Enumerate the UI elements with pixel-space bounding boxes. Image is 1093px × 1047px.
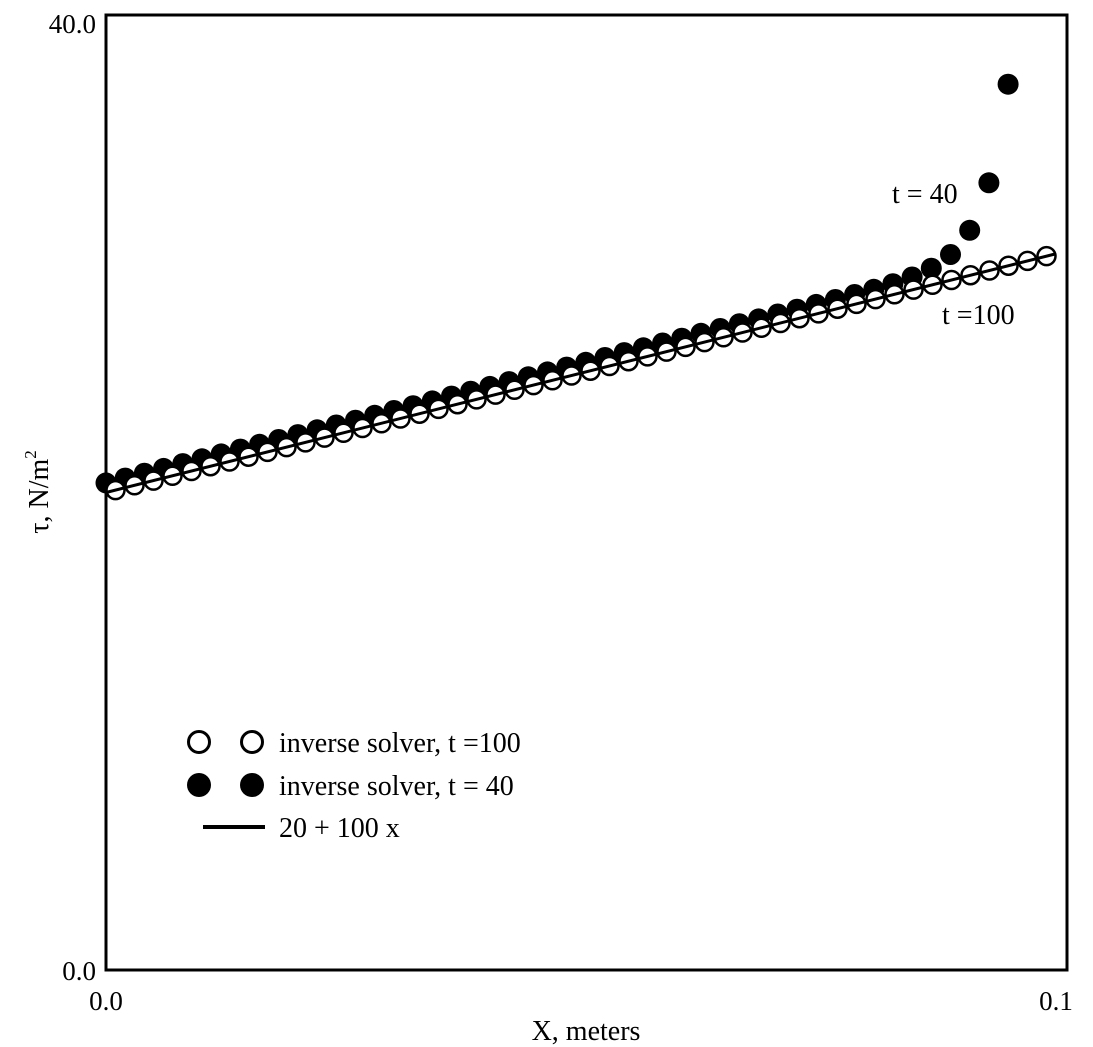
- y-axis-label-main: τ, N/m: [24, 459, 55, 534]
- annotation-t-40: t = 40: [892, 179, 958, 210]
- filled-point: [959, 219, 981, 241]
- legend: inverse solver, t =100 inverse solver, t…: [187, 728, 521, 844]
- legend-open-marker-1: [187, 730, 211, 754]
- data-marks: [95, 73, 1057, 501]
- legend-entry-filled: inverse solver, t = 40: [279, 771, 514, 802]
- y-axis-label: τ, N/m2: [21, 450, 55, 534]
- legend-entry-line: 20 + 100 x: [279, 813, 400, 844]
- x-tick-label-min: 0.0: [89, 986, 123, 1016]
- y-tick-label-max: 40.0: [49, 9, 96, 39]
- legend-entry-open: inverse solver, t =100: [279, 728, 521, 759]
- filled-point: [978, 172, 1000, 194]
- svg-text:τ, N/m2: τ, N/m2: [21, 450, 55, 534]
- annotation-t-100: t =100: [942, 300, 1015, 331]
- y-tick-label-min: 0.0: [62, 956, 96, 986]
- x-tick-label-max: 0.1: [1039, 986, 1073, 1016]
- x-axis-label: X, meters: [532, 1016, 641, 1047]
- legend-filled-marker-2: [240, 773, 264, 797]
- legend-filled-marker-1: [187, 773, 211, 797]
- y-axis-label-superscript: 2: [21, 450, 40, 459]
- analytic-line: [105, 252, 1057, 494]
- filled-point: [920, 257, 942, 279]
- filled-point: [997, 73, 1019, 95]
- legend-open-marker-2: [240, 730, 264, 754]
- filled-point: [940, 244, 961, 265]
